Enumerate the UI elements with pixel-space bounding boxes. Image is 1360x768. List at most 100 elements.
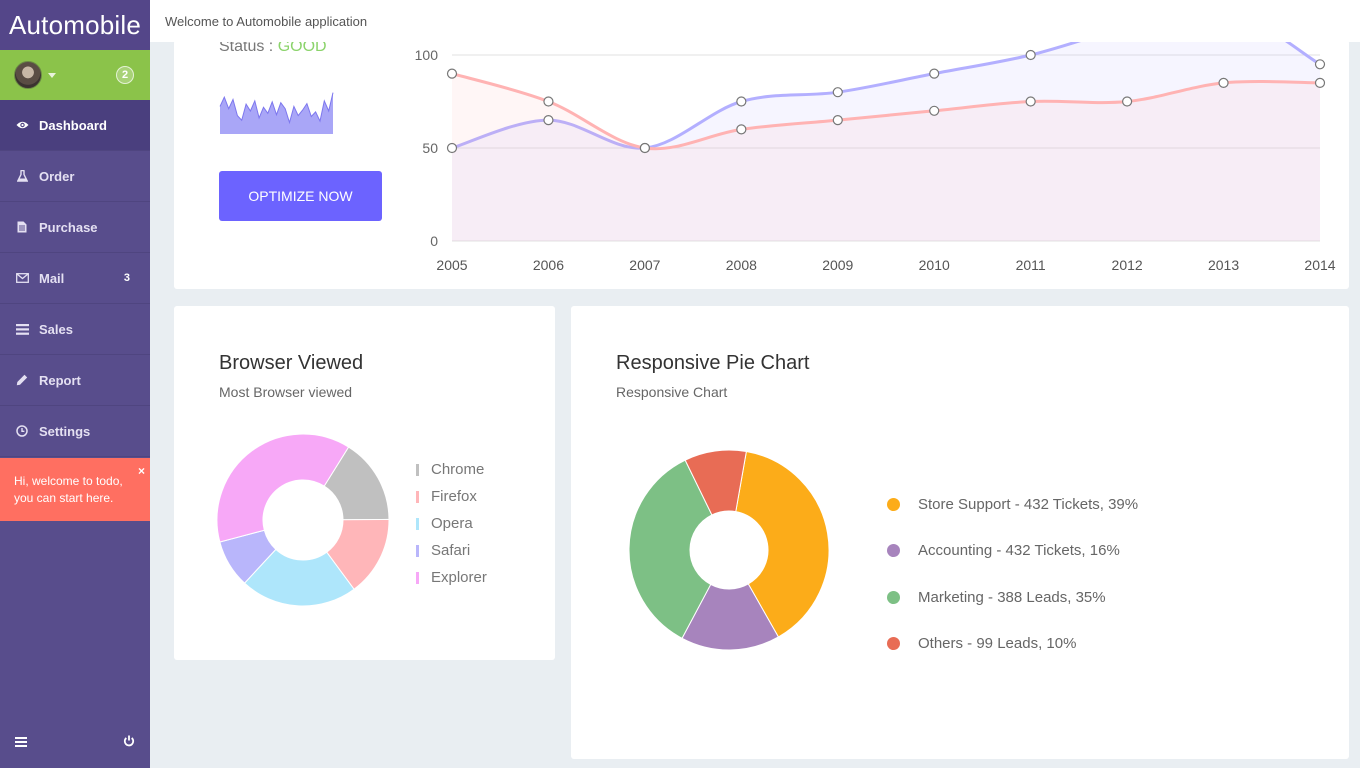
sidebar-item-mail[interactable]: Mail 3 xyxy=(0,253,150,304)
sidebar-item-dashboard[interactable]: Dashboard xyxy=(0,100,150,151)
data-point[interactable] xyxy=(1025,96,1036,107)
data-point[interactable] xyxy=(929,105,940,116)
x-tick-label: 2011 xyxy=(1016,257,1046,273)
todo-text-line2: you can start here. xyxy=(14,491,114,505)
data-point[interactable] xyxy=(929,68,940,79)
sidebar-item-label: Sales xyxy=(39,321,73,337)
optimize-now-button[interactable]: OPTIMIZE NOW xyxy=(219,171,382,221)
sidebar-item-label: Mail xyxy=(39,270,65,286)
pie-slice[interactable] xyxy=(681,583,780,651)
pie-slice[interactable] xyxy=(684,449,747,516)
responsive-legend: Store Support - 432 Tickets, 39% Accounti… xyxy=(887,481,1138,667)
clock-icon xyxy=(15,424,29,438)
legend-label: Chrome xyxy=(431,461,485,478)
series-area xyxy=(452,73,1320,241)
x-tick-label: 2009 xyxy=(822,257,853,273)
legend-item: Accounting - 432 Tickets, 16% xyxy=(887,528,1138,575)
legend-label: Firefox xyxy=(431,488,477,505)
sidebar-item-label: Settings xyxy=(39,423,91,439)
x-tick-label: 2013 xyxy=(1208,257,1239,273)
data-point[interactable] xyxy=(1314,77,1326,89)
data-point[interactable] xyxy=(1025,49,1036,61)
legend-item: Explorer xyxy=(416,564,487,591)
browser-donut-chart xyxy=(216,433,390,607)
sidebar-item-settings[interactable]: Settings xyxy=(0,406,150,457)
pie-slice[interactable] xyxy=(243,548,355,607)
legend-item: Others - 99 Leads, 10% xyxy=(887,621,1138,668)
data-point[interactable] xyxy=(1314,59,1326,70)
status-value: GOOD xyxy=(277,38,327,55)
data-point[interactable] xyxy=(543,96,554,107)
legend-label: Marketing - 388 Leads, 35% xyxy=(918,588,1106,606)
x-tick-label: 2014 xyxy=(1304,257,1335,273)
card-title: Responsive Pie Chart xyxy=(616,352,810,374)
x-tick-label: 2010 xyxy=(919,257,950,273)
menu-icon[interactable] xyxy=(15,734,27,752)
sidebar-item-label: Purchase xyxy=(39,219,98,235)
browser-viewed-card: Browser Viewed Most Browser viewed Chrom… xyxy=(174,306,555,660)
mail-count-badge: 3 xyxy=(123,272,130,284)
pie-slice[interactable] xyxy=(628,459,713,639)
legend-label: Safari xyxy=(431,542,471,559)
data-point[interactable] xyxy=(736,96,747,107)
x-tick-label: 2006 xyxy=(533,257,564,273)
user-avatar[interactable] xyxy=(14,61,42,89)
eye-icon xyxy=(15,118,29,132)
x-tick-label: 2007 xyxy=(629,257,660,273)
sparkline-chart xyxy=(219,92,334,134)
power-icon[interactable] xyxy=(123,734,135,752)
legend-item: Firefox xyxy=(416,483,487,510)
legend-dot xyxy=(887,544,900,558)
sidebar-nav: Dashboard Order Purchase Mail 3 Sales xyxy=(0,100,150,457)
y-tick-label: 100 xyxy=(415,47,439,63)
series-line xyxy=(452,72,1320,151)
x-tick-label: 2008 xyxy=(726,257,757,273)
data-point[interactable] xyxy=(832,87,843,98)
status-label: Status : xyxy=(219,38,274,55)
legend-item: Safari xyxy=(416,537,487,564)
list-icon xyxy=(15,322,29,336)
sidebar-footer xyxy=(0,718,150,768)
data-point[interactable] xyxy=(1122,96,1133,107)
pie-slice[interactable] xyxy=(216,433,350,543)
legend-label: Explorer xyxy=(431,569,487,586)
data-point[interactable] xyxy=(446,68,458,79)
data-point[interactable] xyxy=(446,142,458,154)
user-bar[interactable]: 2 xyxy=(0,50,150,100)
data-point[interactable] xyxy=(736,124,747,135)
series-area xyxy=(452,40,1320,241)
card-subtitle: Responsive Chart xyxy=(616,384,728,400)
sidebar-item-order[interactable]: Order xyxy=(0,151,150,202)
sidebar-item-label: Order xyxy=(39,168,75,184)
card-title: Browser Viewed xyxy=(219,352,364,374)
yearly-line-chart: 0 50 100 2005 2006 2007 2008 2009 2010 2011 2012 20… xyxy=(415,40,1336,273)
card-subtitle: Most Browser viewed xyxy=(219,384,353,400)
data-point[interactable] xyxy=(1218,77,1229,89)
responsive-pie-card: Responsive Pie Chart Responsive Chart St… xyxy=(571,306,1349,759)
notification-badge[interactable]: 2 xyxy=(116,66,134,84)
data-point[interactable] xyxy=(543,114,554,126)
x-tick-label: 2005 xyxy=(436,257,467,273)
legend-item: Chrome xyxy=(416,456,487,483)
sidebar-item-sales[interactable]: Sales xyxy=(0,304,150,355)
legend-swatch xyxy=(416,544,419,557)
legend-swatch xyxy=(416,463,419,476)
flask-icon xyxy=(15,169,29,183)
pencil-icon xyxy=(15,373,29,387)
sidebar-item-report[interactable]: Report xyxy=(0,355,150,406)
legend-label: Store Support - 432 Tickets, 39% xyxy=(918,495,1139,513)
pie-slice[interactable] xyxy=(735,450,830,638)
legend-dot xyxy=(887,637,900,651)
legend-dot xyxy=(887,497,900,511)
welcome-text: Welcome to Automobile application xyxy=(165,13,368,29)
chevron-down-icon[interactable] xyxy=(48,72,56,78)
close-icon[interactable]: × xyxy=(137,464,145,478)
legend-swatch xyxy=(416,571,419,584)
overview-card: Status : GOOD OPTIMIZE NOW 0 50 100 2005 200… xyxy=(174,38,1349,289)
legend-item: Marketing - 388 Leads, 35% xyxy=(887,574,1138,621)
series-line xyxy=(452,40,1320,150)
data-point[interactable] xyxy=(832,114,843,126)
sidebar-item-purchase[interactable]: Purchase xyxy=(0,202,150,253)
sidebar-item-label: Dashboard xyxy=(39,117,107,133)
data-point[interactable] xyxy=(639,142,650,154)
